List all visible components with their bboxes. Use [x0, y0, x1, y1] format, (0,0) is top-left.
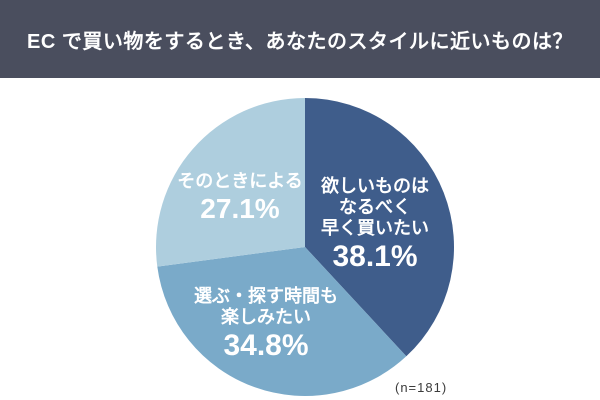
- pie-chart-area: 欲しいものは なるべく 早く買いたい 38.1% そのときによる 27.1% 選…: [0, 78, 600, 400]
- sample-size-label: (n=181): [395, 380, 448, 395]
- pie-slice-1: [157, 247, 407, 396]
- pie-chart: [156, 98, 455, 396]
- pie-slice-0: [305, 98, 455, 357]
- question-header: EC で買い物をするとき、あなたのスタイルに近いものは？: [0, 0, 600, 78]
- pie-slice-2: [156, 98, 305, 267]
- question-title: EC で買い物をするとき、あなたのスタイルに近いものは？: [27, 30, 573, 53]
